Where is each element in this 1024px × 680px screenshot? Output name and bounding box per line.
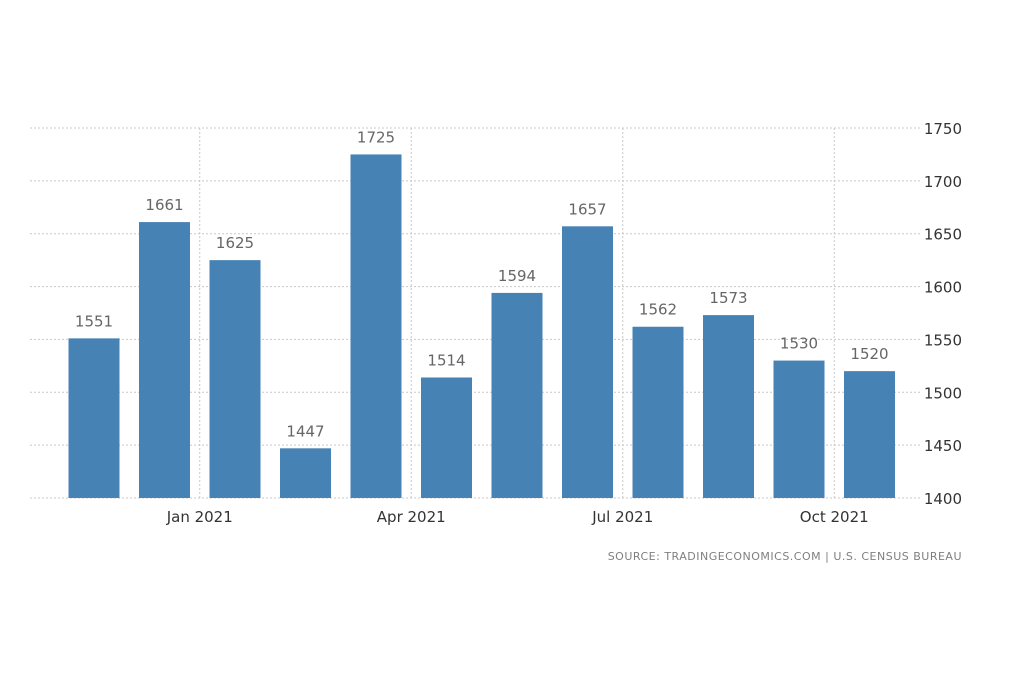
bar-value-label: 1725 [357,128,395,146]
bar-value-label: 1447 [286,422,324,440]
y-tick-label: 1750 [924,120,962,138]
x-tick-label: Apr 2021 [377,508,446,526]
y-tick-label: 1500 [924,384,962,402]
y-tick-label: 1600 [924,279,962,297]
bar [421,377,472,498]
y-tick-label: 1700 [924,173,962,191]
source-note: SOURCE: TRADINGECONOMICS.COM | U.S. CENS… [607,550,962,563]
y-axis: 1400 1450 1500 1550 1600 1650 1700 1750 [924,120,962,508]
bar [632,326,684,498]
y-tick-label: 1450 [924,437,962,455]
bar-value-label: 1657 [568,200,606,218]
bar-value-label: 1661 [145,196,183,214]
bar [68,338,120,498]
bar-value-label: 1625 [216,234,254,252]
bar-value-label: 1514 [427,351,465,369]
bar [139,222,190,499]
x-tick-label: Jan 2021 [166,508,233,526]
bar-value-label: 1520 [850,345,888,363]
bar [773,360,825,498]
x-tick-label: Jul 2021 [591,508,653,526]
x-axis: Jan 2021 Apr 2021 Jul 2021 Oct 2021 [166,508,869,526]
bars [68,154,895,499]
bar-value-label: 1573 [709,289,747,307]
bar [491,292,543,498]
bar [562,226,613,499]
bar-value-label: 1551 [75,312,113,330]
bar [844,371,895,498]
bar [350,154,402,498]
bar-value-label: 1562 [639,301,677,319]
y-tick-label: 1400 [924,490,962,508]
y-tick-label: 1550 [924,331,962,349]
bar-value-label: 1594 [498,267,536,285]
bar [280,448,331,498]
bar [209,260,261,498]
bar [703,315,754,498]
y-tick-label: 1650 [924,226,962,244]
data-labels: 1551 1661 1625 1447 1725 1514 1594 1657 1562 1573… [75,128,889,440]
x-tick-label: Oct 2021 [800,508,869,526]
bar-value-label: 1530 [780,335,818,353]
